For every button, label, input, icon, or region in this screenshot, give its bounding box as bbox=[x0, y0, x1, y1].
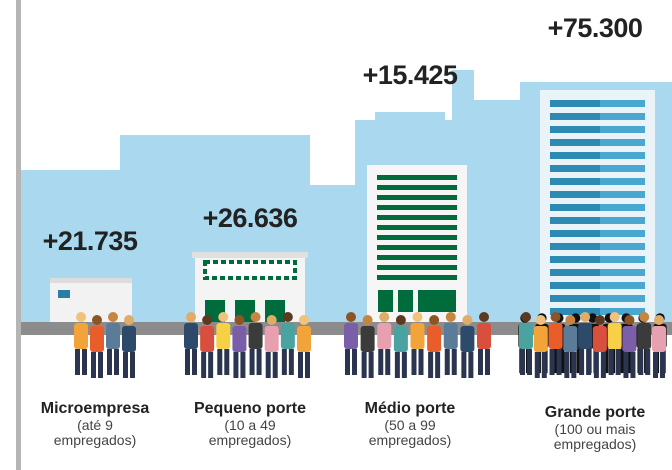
category-detail: (50 a 99 empregados) bbox=[360, 418, 460, 448]
category-detail: (10 a 49 empregados) bbox=[200, 418, 300, 448]
small-building bbox=[192, 252, 308, 322]
value-label: +75.300 bbox=[548, 13, 643, 44]
micro-building bbox=[50, 278, 132, 322]
category: Pequeno porte(10 a 49 empregados) bbox=[175, 400, 325, 448]
category: Grande porte(100 ou mais empregados) bbox=[520, 404, 670, 452]
value-label: +15.425 bbox=[363, 60, 458, 91]
category: Médio porte(50 a 99 empregados) bbox=[335, 400, 485, 448]
category-detail: (até 9 empregados) bbox=[45, 418, 145, 448]
category-name: Microempresa bbox=[20, 400, 170, 418]
large-building bbox=[540, 90, 655, 322]
value-label: +21.735 bbox=[43, 226, 138, 257]
category-name: Pequeno porte bbox=[175, 400, 325, 418]
category-name: Grande porte bbox=[520, 404, 670, 422]
category-detail: (100 ou mais empregados) bbox=[545, 422, 645, 452]
margin bbox=[0, 0, 18, 470]
infographic: +21.735 Microempresa(até 9 empregados) +26… bbox=[0, 0, 672, 470]
category: Microempresa(até 9 empregados) bbox=[20, 400, 170, 448]
medium-building bbox=[367, 165, 467, 322]
category-name: Médio porte bbox=[335, 400, 485, 418]
value-label: +26.636 bbox=[203, 203, 298, 234]
